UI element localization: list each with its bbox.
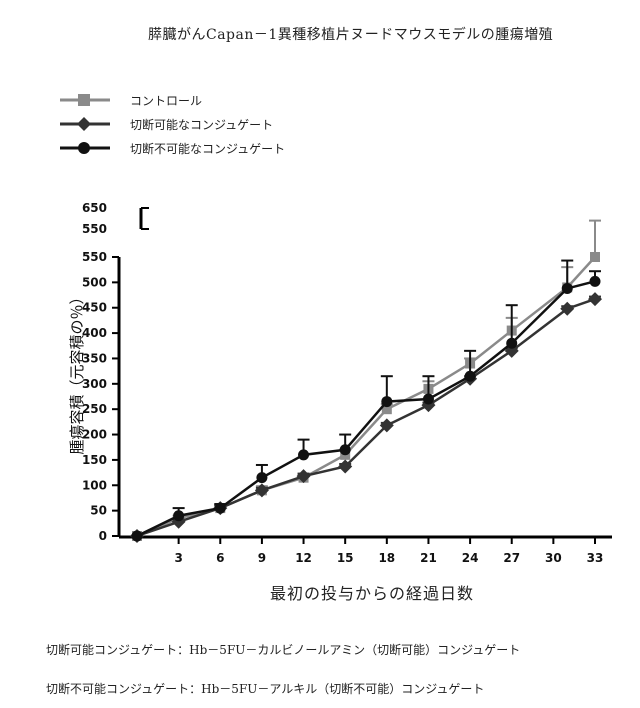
data-point — [173, 510, 184, 521]
series-line — [137, 299, 595, 536]
x-tick-label: 15 — [337, 551, 354, 565]
note-cleavable: 切断可能コンジュゲート：Hb－5FU－カルビノールアミン（切断可能）コンジュゲー… — [46, 641, 520, 658]
data-point — [465, 371, 476, 382]
y-tick-label: 0 — [99, 529, 107, 543]
x-tick-label: 24 — [462, 551, 479, 565]
data-point — [340, 444, 351, 455]
x-tick-label: 30 — [545, 551, 562, 565]
series-line — [137, 257, 595, 536]
x-tick-label: 21 — [420, 551, 437, 565]
y-tick-label: 650 — [82, 201, 107, 215]
y-axis-label: 腫瘍容積（元容積の％） — [68, 289, 86, 454]
x-tick-label: 33 — [587, 551, 604, 565]
y-tick-label: 500 — [82, 275, 107, 289]
data-point — [298, 449, 309, 460]
data-point — [590, 252, 600, 262]
x-tick-label: 12 — [295, 551, 312, 565]
x-tick-label: 3 — [174, 551, 182, 565]
x-axis-label: 最初の投与からの経過日数 — [270, 580, 474, 604]
data-point — [381, 396, 392, 407]
y-tick-label: 100 — [82, 478, 107, 492]
data-point — [588, 292, 602, 306]
data-point — [562, 283, 573, 294]
data-point — [132, 531, 143, 542]
x-tick-label: 6 — [216, 551, 224, 565]
data-point — [506, 338, 517, 349]
x-tick-label: 27 — [503, 551, 520, 565]
y-tick-label: 550 — [82, 250, 107, 264]
data-point — [215, 503, 226, 514]
data-point — [423, 394, 434, 405]
data-point — [256, 472, 267, 483]
x-tick-label: 18 — [378, 551, 395, 565]
y-tick-label: 50 — [90, 504, 107, 518]
note-non-cleavable: 切断不可能コンジュゲート：Hb－5FU－アルキル（切断不可能）コンジュゲート — [46, 680, 484, 697]
x-tick-label: 9 — [258, 551, 266, 565]
data-point — [590, 276, 601, 287]
y-tick-label: 550 — [82, 222, 107, 236]
